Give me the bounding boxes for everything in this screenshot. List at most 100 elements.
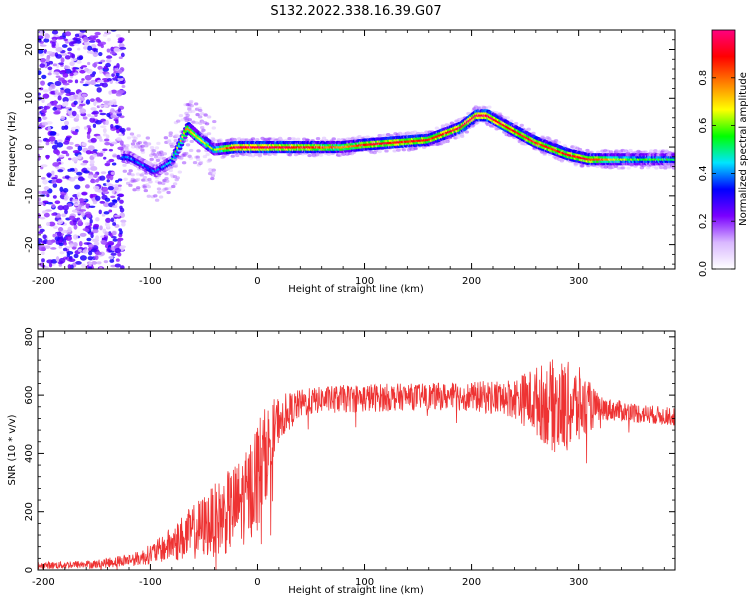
- spectrogram-cell: [87, 266, 93, 269]
- spectrogram-cell: [98, 104, 105, 108]
- spectrogram-cell: [94, 84, 101, 87]
- spectrogram-cell: [101, 186, 109, 192]
- spectrogram-cell: [38, 92, 41, 96]
- spectrogram-cell: [87, 127, 92, 133]
- spectrogram-cell: [42, 116, 48, 120]
- spectrogram-cell: [133, 136, 138, 140]
- spectrogram-cell: [61, 150, 68, 154]
- spectrogram-cell: [92, 153, 98, 158]
- spectrogram-cell: [177, 170, 183, 174]
- spectrogram-cell: [87, 113, 92, 117]
- spectrogram-cell: [45, 209, 52, 212]
- spectrogram-cell: [144, 144, 149, 148]
- spectrogram-cell: [41, 121, 48, 126]
- spectrogram-cell: [184, 151, 189, 156]
- spectrogram-cell: [57, 154, 65, 158]
- spectrogram-cell: [81, 191, 88, 196]
- spectrogram-cell: [41, 258, 45, 263]
- spectrogram-cell: [106, 55, 113, 59]
- spectrogram-cell: [86, 237, 92, 242]
- spectrogram-cell: [140, 144, 145, 148]
- spectrogram-cell: [63, 241, 67, 246]
- spectrogram-cell: [100, 171, 107, 175]
- spectrogram-cell: [392, 149, 397, 153]
- spectrogram-cell: [79, 232, 87, 237]
- spectrogram-cell: [57, 169, 64, 173]
- spectrogram-cell: [142, 175, 148, 180]
- spectrogram-cell: [107, 37, 111, 42]
- spectrogram-cell: [86, 133, 91, 140]
- x-tick-label: 0: [254, 276, 260, 287]
- spectrogram-cell: [101, 213, 106, 217]
- spectrogram-cell: [38, 143, 41, 146]
- spectrogram-cell: [135, 177, 141, 182]
- spectrogram-cell: [129, 132, 135, 136]
- spectrogram-cell: [125, 143, 130, 148]
- spectrogram-cell: [649, 149, 654, 153]
- spectrogram-cell: [94, 31, 101, 36]
- spectrogram-cell: [38, 197, 41, 202]
- spectrogram-cell: [104, 141, 111, 146]
- spectrogram-cell: [51, 203, 56, 209]
- spectrogram-cell: [183, 138, 189, 142]
- spectrogram-cell: [102, 78, 109, 81]
- spectrogram-cell: [204, 122, 210, 126]
- spectrogram-cell: [112, 205, 118, 209]
- spectrogram-cell: [45, 139, 51, 143]
- spectrogram-cell: [102, 71, 106, 74]
- spectrogram-cell: [39, 228, 45, 233]
- spectrogram-cell: [69, 243, 74, 248]
- spectrogram-cell: [92, 51, 99, 58]
- spectrogram-cell: [73, 253, 79, 259]
- spectrogram-cell: [99, 41, 107, 46]
- spectrogram-cell: [115, 179, 120, 183]
- spectrogram-cell: [119, 140, 124, 146]
- spectrogram-cell: [211, 138, 216, 142]
- spectrogram-cell: [69, 61, 75, 67]
- spectrogram-cell: [65, 137, 71, 141]
- spectrogram-cell: [73, 224, 78, 230]
- spectrogram-cell: [45, 221, 51, 227]
- spectrogram-cell: [75, 37, 81, 42]
- spectrogram-cell: [175, 135, 180, 139]
- spectrogram-cell: [65, 152, 70, 157]
- x-tick-label: 300: [569, 577, 588, 588]
- spectrogram-cell: [552, 140, 557, 144]
- spectrogram-cell: [57, 219, 64, 225]
- spectrogram-cell: [108, 90, 112, 95]
- spectrogram-cell: [187, 154, 192, 158]
- spectrogram-cell: [143, 141, 148, 145]
- spectrogram-cell: [114, 247, 122, 254]
- spectrogram-cell: [64, 68, 72, 74]
- spectrogram-cell: [154, 146, 160, 150]
- spectrogram-cell: [459, 132, 465, 136]
- spectrogram-cell: [185, 143, 191, 147]
- colorbar-tick-label: 0.4: [698, 165, 709, 181]
- spectrogram-cell: [211, 171, 216, 175]
- spectrogram-cell: [47, 66, 53, 71]
- spectrogram-cell: [90, 44, 97, 49]
- spectrogram-cell: [42, 200, 49, 204]
- spectrogram-cell: [57, 205, 64, 211]
- spectrogram-cell: [82, 228, 90, 232]
- spectrogram-cell: [72, 150, 80, 154]
- spectrogram-cell: [108, 209, 113, 213]
- spectrogram-cell: [232, 138, 237, 142]
- spectrogram-cell: [155, 158, 161, 162]
- spectrogram-cell: [39, 262, 44, 267]
- spectrogram-cell: [77, 99, 82, 105]
- y-tick-label: 10: [24, 92, 35, 105]
- spectrogram-cell: [58, 245, 63, 249]
- spectrogram-cell: [82, 160, 89, 164]
- spectrogram-cell: [98, 209, 102, 215]
- spectrogram-cell: [111, 246, 115, 251]
- spectrogram-cell: [74, 203, 80, 207]
- spectrogram-cell: [43, 38, 50, 43]
- spectrogram-cell: [82, 36, 89, 43]
- spectrogram-cell: [60, 52, 68, 57]
- spectrogram-cell: [106, 160, 111, 164]
- spectrogram-cell: [96, 87, 102, 93]
- spectrogram-cell: [643, 150, 648, 154]
- spectrogram-cell: [120, 219, 127, 223]
- spectrogram-cell: [73, 100, 78, 105]
